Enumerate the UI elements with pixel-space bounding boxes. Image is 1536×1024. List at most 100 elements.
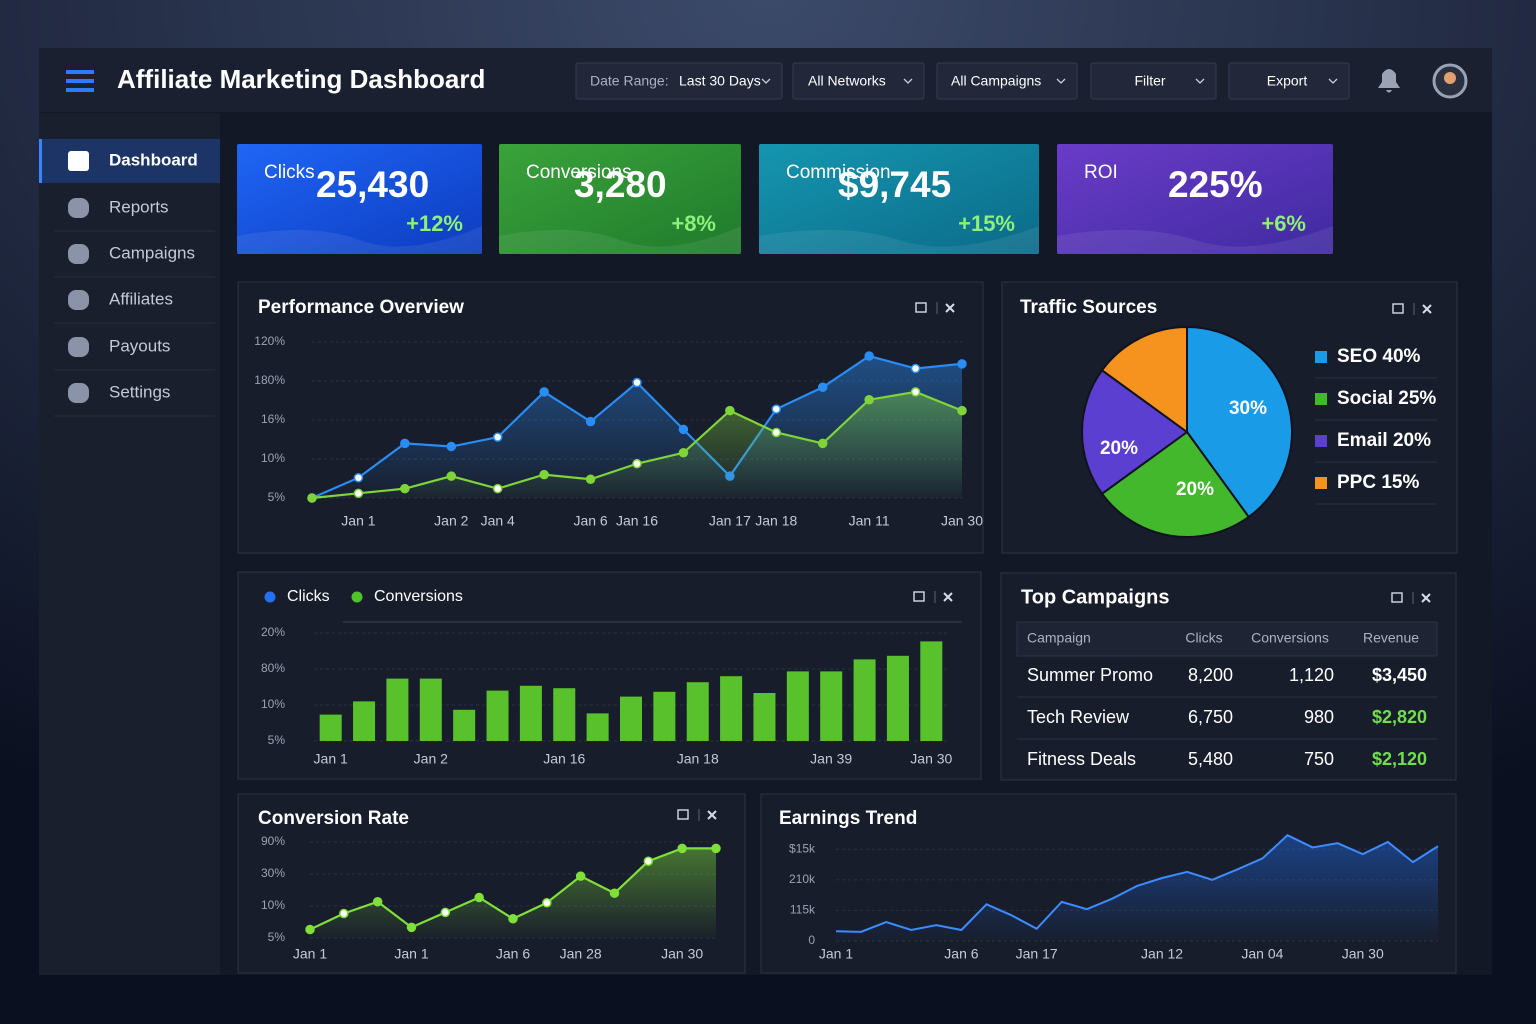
y-tick-label: 120% — [254, 334, 285, 348]
panel-download[interactable] — [1391, 592, 1403, 603]
area-fill — [310, 848, 716, 938]
menu-icon[interactable] — [66, 70, 94, 92]
bar — [920, 641, 943, 741]
date-range-value: Last 30 Days — [679, 73, 761, 89]
kpi-wave — [499, 226, 741, 254]
nav-icon — [68, 337, 89, 357]
kpi-change: +6% — [1261, 211, 1306, 236]
bar — [853, 659, 876, 741]
x-tick-label: Jan 39 — [810, 751, 852, 767]
kpi-label: Clicks — [264, 162, 315, 183]
dropdown-caret — [1195, 78, 1205, 84]
panel-close[interactable] — [943, 592, 953, 602]
point — [632, 458, 642, 469]
dropdown[interactable] — [1090, 62, 1217, 100]
y-tick-label: 210k — [789, 872, 816, 886]
legend-dot — [351, 591, 363, 603]
dropdown[interactable] — [936, 62, 1078, 100]
x-tick-label: Jan 30 — [661, 946, 703, 962]
x-tick-label: Jan 6 — [944, 946, 978, 962]
kpi-label: Conversions — [526, 162, 632, 183]
dropdown[interactable] — [792, 62, 925, 100]
y-tick-label: 20% — [261, 625, 285, 639]
bell-icon[interactable] — [1378, 69, 1400, 93]
point — [817, 382, 828, 392]
slice-label: 30% — [1229, 398, 1267, 419]
point — [539, 387, 549, 397]
table-cell: $2,820 — [1372, 707, 1427, 727]
dropdown[interactable] — [1228, 62, 1350, 100]
panel-download[interactable] — [913, 591, 925, 602]
y-tick-label: 16% — [261, 412, 285, 426]
point — [400, 483, 410, 494]
filter-label: Filter — [1134, 73, 1165, 89]
panel-close[interactable] — [1421, 593, 1431, 603]
kpi-card — [499, 144, 741, 254]
point — [711, 843, 721, 854]
point — [817, 438, 828, 449]
panel-download[interactable] — [915, 302, 927, 313]
kpi-wave — [237, 226, 482, 254]
panel-download[interactable] — [677, 809, 689, 820]
kpi-label: Commission — [786, 162, 891, 183]
table-cell: Fitness Deals — [1027, 749, 1136, 769]
legend-label: Conversions — [374, 588, 463, 605]
x-tick-label: Jan 04 — [1241, 946, 1283, 962]
x-tick-label: Jan 6 — [496, 946, 530, 962]
panel-close[interactable] — [707, 810, 717, 820]
legend-swatch — [1315, 351, 1327, 363]
legend-swatch — [1315, 435, 1327, 447]
nav-label: Campaigns — [109, 243, 195, 262]
point — [678, 424, 689, 435]
table-cell: 5,480 — [1188, 749, 1233, 769]
table-header: Conversions — [1251, 630, 1329, 646]
x-tick-label: Jan 1 — [341, 513, 375, 529]
point — [575, 871, 586, 881]
bar — [319, 714, 342, 741]
bar — [553, 688, 576, 741]
line — [835, 834, 1439, 933]
point — [446, 441, 457, 452]
kpi-card — [237, 144, 482, 254]
panel-download[interactable] — [1392, 303, 1404, 314]
point — [771, 404, 782, 414]
point — [542, 898, 552, 908]
bar — [720, 676, 743, 741]
point — [305, 924, 315, 935]
pie-slice — [1100, 325, 1188, 434]
point — [632, 377, 642, 388]
y-tick-label: $15k — [789, 841, 816, 855]
legend-label: PPC 15% — [1337, 472, 1419, 493]
menu-bar — [66, 70, 94, 74]
panel-close[interactable] — [945, 303, 955, 313]
legend-label: Social 25% — [1337, 388, 1436, 409]
x-tick-label: Jan 12 — [1141, 946, 1183, 962]
dropdown[interactable] — [575, 62, 783, 100]
point — [609, 888, 620, 898]
x-tick-label: Jan 18 — [755, 513, 797, 529]
bar — [519, 685, 542, 741]
kpi-card — [1057, 144, 1333, 254]
app-title: Affiliate Marketing Dashboard — [117, 64, 485, 94]
kpi-wave — [759, 226, 1039, 254]
bar — [453, 709, 476, 741]
point — [771, 427, 782, 438]
nav-icon — [68, 198, 89, 218]
panel-title: Top Campaigns — [1021, 586, 1170, 608]
point — [864, 394, 874, 405]
point — [910, 363, 921, 374]
x-tick-label: Jan 4 — [481, 513, 515, 529]
nav-label: Dashboard — [109, 150, 198, 169]
y-tick-label: 10% — [261, 451, 285, 465]
dropdown-caret — [1056, 78, 1066, 84]
legend-dot — [264, 591, 276, 603]
nav-label: Reports — [109, 197, 169, 216]
legend-label: Email 20% — [1337, 430, 1431, 451]
point — [678, 448, 689, 458]
filter-label: All Campaigns — [951, 73, 1041, 89]
bar — [753, 693, 776, 741]
table-header: Clicks — [1185, 630, 1222, 646]
panel — [1000, 572, 1457, 781]
panel-close[interactable] — [1422, 304, 1432, 314]
